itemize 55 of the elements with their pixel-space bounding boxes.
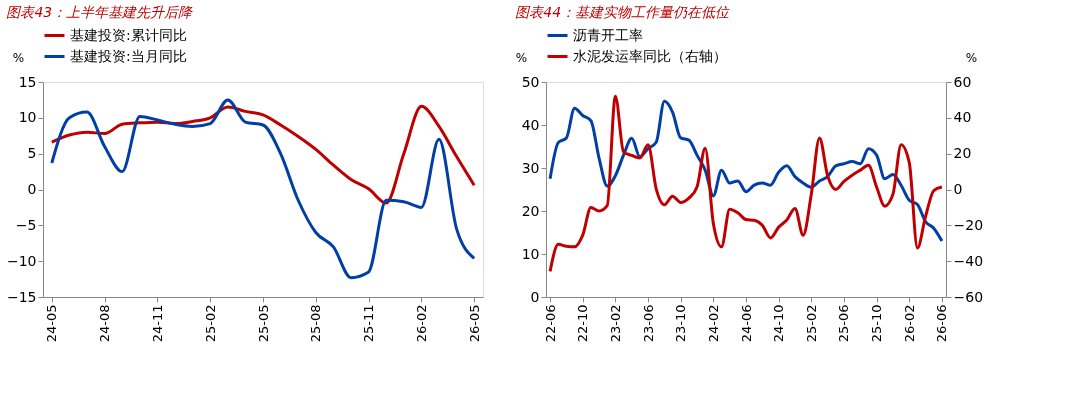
y2-tick-label: 60: [953, 73, 972, 90]
x-tick-label: 25-11: [361, 304, 377, 343]
x-tick-label: 24-06: [738, 304, 754, 343]
x-tick-label: 24-05: [44, 304, 60, 343]
line-series: [50, 104, 476, 205]
y-axis-title: %: [515, 50, 528, 65]
y-tick-label: 20: [521, 202, 540, 219]
line-series: [50, 98, 476, 280]
x-tick-label: 26-05: [466, 304, 482, 343]
x-tick-label: 23-10: [673, 304, 689, 343]
y-tick-label: −10: [6, 252, 37, 269]
y2-tick-label: −40: [953, 252, 984, 269]
y-tick-label: −5: [15, 216, 37, 233]
y-tick-label: 40: [521, 116, 540, 133]
y2-tick-label: −60: [953, 288, 984, 305]
y2-axis-title: %: [965, 50, 978, 65]
x-tick-label: 26-06: [934, 304, 950, 343]
x-tick-label: 24-08: [97, 304, 113, 343]
chart-title: 图表43：上半年基建先升后降: [6, 4, 194, 20]
x-tick-label: 25-10: [869, 304, 885, 343]
x-tick-label: 23-02: [607, 304, 623, 343]
y-tick-label: −15: [6, 288, 37, 305]
x-tick-label: 24-10: [771, 304, 787, 343]
y-tick-label: 0: [530, 288, 540, 305]
y-tick-label: 5: [27, 145, 37, 162]
y-tick-label: 10: [18, 109, 37, 126]
y2-tick-label: 40: [953, 109, 972, 126]
x-tick-label: 24-11: [149, 304, 165, 343]
y-axis-title: %: [12, 50, 25, 65]
x-tick-label: 26-02: [901, 304, 917, 343]
x-tick-label: 25-08: [308, 304, 324, 343]
x-tick-label: 25-06: [836, 304, 852, 343]
x-tick-label: 25-05: [255, 304, 271, 343]
y-tick-label: 15: [18, 73, 37, 90]
x-tick-label: 22-10: [575, 304, 591, 343]
y-tick-label: 0: [27, 181, 37, 197]
x-tick-label: 22-06: [542, 304, 558, 343]
legend-label: 沥青开工率: [573, 26, 643, 43]
chart-title: 图表44：基建实物工作量仍在低位: [515, 4, 731, 20]
x-tick-label: 23-06: [640, 304, 656, 343]
y2-tick-label: −20: [953, 216, 984, 233]
x-tick-label: 25-02: [803, 304, 819, 343]
y-tick-label: 50: [521, 73, 540, 90]
y2-tick-label: 0: [953, 181, 963, 197]
x-tick-label: 24-02: [705, 304, 721, 343]
legend-label: 基建投资:累计同比: [70, 26, 187, 43]
y-tick-label: 10: [521, 245, 540, 262]
line-series: [548, 94, 944, 273]
y2-tick-label: 20: [953, 145, 972, 162]
y-tick-label: 30: [521, 159, 540, 176]
legend-label: 水泥发运率同比（右轴）: [573, 47, 727, 64]
x-tick-label: 25-02: [202, 304, 218, 343]
line-series: [548, 99, 944, 243]
x-tick-label: 26-02: [413, 304, 429, 343]
legend-label: 基建投资:当月同比: [70, 47, 187, 64]
